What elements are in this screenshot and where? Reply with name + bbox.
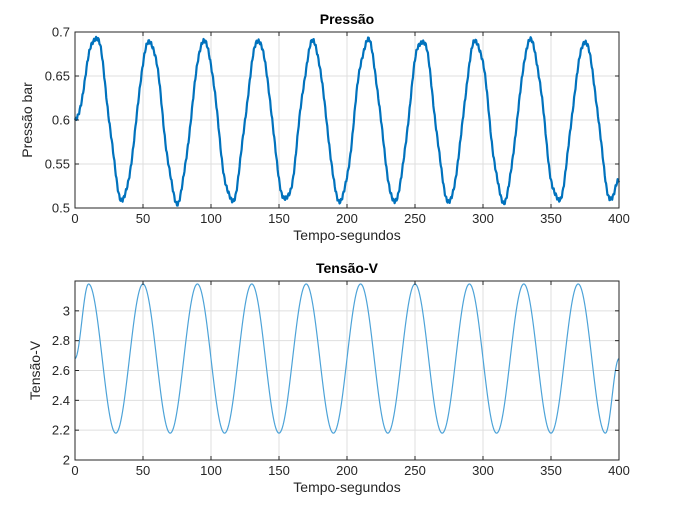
x-tick-label: 400 xyxy=(608,463,630,478)
x-tick-label: 100 xyxy=(200,463,222,478)
y-tick-label: 0.65 xyxy=(45,69,70,84)
chart-1: 0 50 100 150 200 250 300 350 400 0.5 0.55 0.6 0.65 0.… xyxy=(19,11,630,243)
chart-title: Tensão-V xyxy=(316,260,379,276)
x-tick-label: 50 xyxy=(136,463,150,478)
x-tick-label: 0 xyxy=(71,211,78,226)
x-tick-label: 300 xyxy=(472,463,494,478)
x-tick-label: 250 xyxy=(404,463,426,478)
x-axis-label: Tempo-segundos xyxy=(293,479,400,495)
series-line xyxy=(74,283,620,434)
x-tick-label: 100 xyxy=(200,211,222,226)
x-tick-label: 250 xyxy=(404,211,426,226)
x-tick-label: 0 xyxy=(71,463,78,478)
x-tick-label: 200 xyxy=(336,463,358,478)
y-tick-label: 2.4 xyxy=(52,393,70,408)
y-axis-label: Tensão-V xyxy=(27,340,43,400)
y-tick-label: 2.8 xyxy=(52,333,70,348)
x-tick-label: 50 xyxy=(136,211,150,226)
x-tick-label: 350 xyxy=(540,463,562,478)
x-tick-label: 350 xyxy=(540,211,562,226)
y-tick-label: 0.6 xyxy=(52,113,70,128)
y-tick-label: 2 xyxy=(63,453,70,468)
y-axis-label: Pressão bar xyxy=(19,82,35,158)
y-tick-label: 2.6 xyxy=(52,363,70,378)
x-axis-label: Tempo-segundos xyxy=(293,227,400,243)
x-tick-label: 150 xyxy=(268,211,290,226)
x-tick-label: 300 xyxy=(472,211,494,226)
chart-2: 0 50 100 150 200 250 300 350 400 2 2.2 2.4 2.6 2.8 3 Te… xyxy=(27,260,630,495)
x-tick-label: 150 xyxy=(268,463,290,478)
x-tick-label: 400 xyxy=(608,211,630,226)
chart-title: Pressão xyxy=(320,11,374,27)
y-tick-label: 2.2 xyxy=(52,423,70,438)
y-tick-label: 0.7 xyxy=(52,25,70,40)
y-tick-label: 0.5 xyxy=(52,201,70,216)
y-tick-label: 0.55 xyxy=(45,157,70,172)
y-tick-label: 3 xyxy=(63,303,70,318)
x-tick-label: 200 xyxy=(336,211,358,226)
series-line xyxy=(73,35,621,207)
